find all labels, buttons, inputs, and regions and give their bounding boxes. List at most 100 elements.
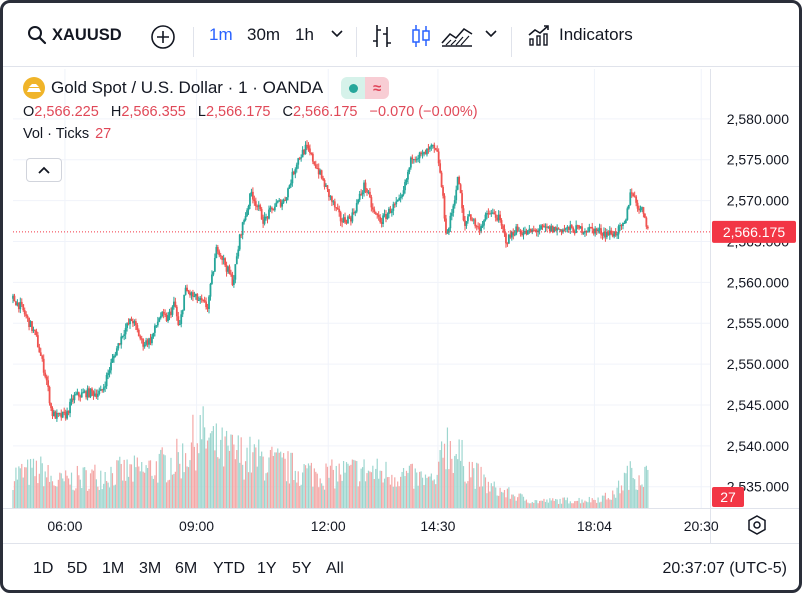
candle-body <box>208 296 210 309</box>
interval-1h[interactable]: 1h <box>295 25 314 45</box>
candle-body <box>67 410 70 414</box>
candle-body <box>285 197 288 201</box>
candle-body <box>345 222 348 224</box>
volume-bar <box>533 502 535 508</box>
volume-bar <box>468 461 470 508</box>
range-6m[interactable]: 6M <box>175 560 198 577</box>
volume-bar <box>321 483 323 508</box>
open-value: 2,566.225 <box>34 104 99 120</box>
range-1m[interactable]: 1M <box>102 560 125 577</box>
volume-bar <box>53 485 55 508</box>
volume-bar <box>280 451 282 508</box>
volume-bar <box>490 483 492 508</box>
volume-bar <box>577 500 579 508</box>
volume-bar <box>568 503 570 508</box>
candle-body <box>96 393 99 397</box>
symbol-search[interactable]: XAUUSD <box>27 25 122 45</box>
candle-body <box>57 412 60 415</box>
range-3m[interactable]: 3M <box>139 560 162 577</box>
volume-legend: Vol · Ticks 27 <box>23 126 486 146</box>
candle-body <box>82 392 85 394</box>
interval-30m[interactable]: 30m <box>247 25 280 45</box>
bar-style-button[interactable] <box>370 22 394 50</box>
candle-body <box>64 412 67 419</box>
volume-bar <box>506 488 509 508</box>
volume-bar <box>266 472 269 508</box>
indicators-button[interactable]: Indicators <box>527 23 633 47</box>
volume-bar <box>536 500 538 508</box>
candle-body <box>535 230 538 233</box>
candle-style-button[interactable] <box>409 22 433 50</box>
candle-body <box>303 149 305 155</box>
volume-bar <box>155 461 157 508</box>
volume-bar <box>252 452 254 508</box>
volume-bar <box>442 457 444 508</box>
volume-bar <box>424 474 427 508</box>
candle-body <box>137 329 140 337</box>
candle-body <box>586 231 589 233</box>
volume-bar <box>525 499 528 508</box>
market-status-pill[interactable]: ≈ <box>341 77 390 99</box>
candle-body <box>213 258 216 272</box>
volume-bar <box>552 498 554 508</box>
legend-title[interactable]: Gold Spot / U.S. Dollar · 1 · OANDA <box>51 78 324 97</box>
candle-body <box>89 388 92 397</box>
volume-bar <box>126 459 128 508</box>
volume-bar <box>571 503 573 508</box>
range-1y[interactable]: 1Y <box>257 560 277 577</box>
volume-bar <box>299 485 301 508</box>
volume-bar <box>79 479 81 508</box>
area-style-button[interactable] <box>441 25 473 47</box>
candle-body <box>174 301 177 307</box>
open-label: O <box>23 104 35 120</box>
volume-bar <box>106 481 108 508</box>
chart-style-dropdown[interactable] <box>484 29 498 39</box>
candle-body <box>73 394 76 401</box>
candle-body <box>484 214 487 221</box>
candle-body <box>450 212 453 216</box>
volume-bar <box>154 475 156 508</box>
volume-bar <box>467 481 469 508</box>
candle-body <box>156 321 159 326</box>
collapse-legend-button[interactable] <box>26 158 62 182</box>
candle-body <box>219 255 222 257</box>
volume-bar <box>574 501 576 508</box>
range-5d[interactable]: 5D <box>67 560 88 577</box>
interval-1m[interactable]: 1m <box>209 25 233 45</box>
volume-bar <box>37 483 39 508</box>
volume-bar <box>451 458 453 508</box>
volume-bar <box>127 476 130 508</box>
candle-body <box>91 388 93 392</box>
range-ytd[interactable]: YTD <box>213 560 245 577</box>
candle-body <box>335 207 338 209</box>
volume-bar <box>601 495 604 508</box>
add-symbol-button[interactable] <box>150 24 176 50</box>
range-5y[interactable]: 5Y <box>292 560 312 577</box>
candle-body <box>642 207 645 214</box>
volume-bar <box>566 497 568 508</box>
volume-bar <box>180 478 182 508</box>
clock-timezone[interactable]: 20:37:07 (UTC-5) <box>662 560 788 577</box>
price-chart[interactable]: 2,535.0002,540.0002,545.0002,550.0002,55… <box>3 3 799 543</box>
volume-bar <box>198 453 200 508</box>
chart-settings-icon[interactable] <box>748 515 766 535</box>
candle-body <box>374 212 377 214</box>
volume-bar <box>50 475 52 508</box>
interval-dropdown[interactable] <box>330 29 344 39</box>
candle-body <box>421 153 424 155</box>
volume-bar <box>302 472 304 508</box>
volume-bar <box>538 500 541 508</box>
volume-bar <box>401 471 403 508</box>
volume-bar <box>366 473 368 508</box>
candle-body <box>175 306 178 317</box>
candle-body <box>383 214 386 216</box>
candle-body <box>86 388 89 398</box>
volume-bar <box>581 499 583 508</box>
volume-bar <box>104 471 106 508</box>
volume-bar <box>531 502 533 508</box>
volume-bar <box>503 489 506 508</box>
range-1d[interactable]: 1D <box>33 560 54 577</box>
volume-bar <box>500 491 503 508</box>
volume-bar <box>553 500 555 508</box>
range-all[interactable]: All <box>326 560 344 577</box>
